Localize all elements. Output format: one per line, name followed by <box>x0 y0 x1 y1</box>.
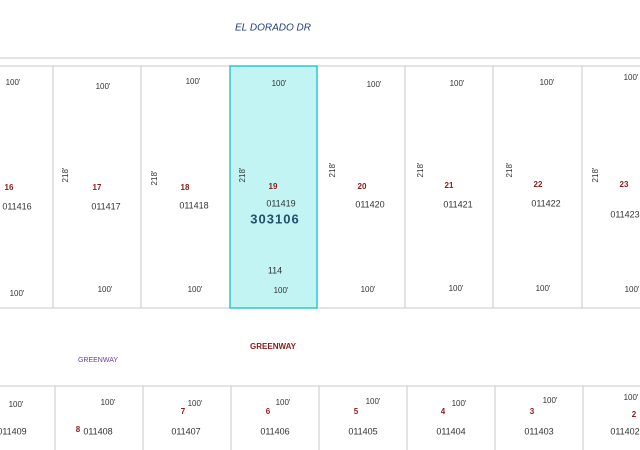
frontage: 100' <box>96 82 111 91</box>
use-code: 114 <box>268 265 282 275</box>
frontage: 100' <box>186 77 201 86</box>
frontage: 100' <box>367 80 382 89</box>
parcel-id: 011404 <box>436 426 465 436</box>
depth: 218' <box>505 162 514 177</box>
lot-number: 16 <box>5 183 14 192</box>
lot-number: 21 <box>445 181 454 190</box>
frontage: 100' <box>274 286 289 295</box>
frontage: 100' <box>624 73 639 82</box>
parcel-id: 011416 <box>2 201 31 211</box>
lot-number: 19 <box>269 182 278 191</box>
lot-number: 22 <box>534 180 543 189</box>
depth: 218' <box>150 170 159 185</box>
frontage: 100' <box>98 285 113 294</box>
frontage: 100' <box>276 398 291 407</box>
frontage: 100' <box>540 78 555 87</box>
street-label: GREENWAY <box>78 357 118 364</box>
lot-number: 8 <box>76 425 81 434</box>
parcel-id: 011418 <box>179 200 208 210</box>
account-number: 303106 <box>250 211 299 226</box>
parcel-id: 011407 <box>171 426 200 436</box>
frontage: 100' <box>9 400 24 409</box>
frontage: 100' <box>449 284 464 293</box>
frontage: 100' <box>450 79 465 88</box>
parcel-id: 011408 <box>83 426 112 436</box>
depth: 218' <box>61 167 70 182</box>
lot-number: 23 <box>620 180 629 189</box>
parcel-id: 011402 <box>610 426 639 436</box>
frontage: 100' <box>361 285 376 294</box>
frontage: 100' <box>543 396 558 405</box>
parcel-id: 011406 <box>260 426 289 436</box>
frontage: 100' <box>366 397 381 406</box>
frontage: 100' <box>624 393 639 402</box>
parcel-id: 011422 <box>531 198 560 208</box>
lot-number: 20 <box>358 182 367 191</box>
selected-lot[interactable] <box>229 65 318 309</box>
frontage: 100' <box>10 289 25 298</box>
frontage: 100' <box>452 399 467 408</box>
street-label: GREENWAY <box>250 342 297 351</box>
parcel-id: 011421 <box>443 199 472 209</box>
parcel-id: 011403 <box>524 426 553 436</box>
frontage: 100' <box>272 79 287 88</box>
depth: 218' <box>591 167 600 182</box>
frontage: 100' <box>536 284 551 293</box>
depth: 218' <box>328 162 337 177</box>
frontage: 100' <box>188 285 203 294</box>
lot-number: 5 <box>354 407 359 416</box>
parcel-id: 011420 <box>355 199 384 209</box>
frontage: 100' <box>101 398 116 407</box>
frontage: 100' <box>6 78 21 87</box>
parcel-id: 011423 <box>610 209 639 219</box>
parcel-id: 011409 <box>0 426 27 436</box>
depth: 218' <box>238 167 247 182</box>
lot-number: 18 <box>181 183 190 192</box>
lot-number: 6 <box>266 407 271 416</box>
lot-number: 17 <box>93 183 102 192</box>
parcel-id: 011419 <box>266 198 295 208</box>
lot-number: 4 <box>441 407 446 416</box>
lot-number: 3 <box>530 407 535 416</box>
frontage: 100' <box>625 285 640 294</box>
street-label: EL DORADO DR <box>235 23 311 34</box>
lot-number: 7 <box>181 407 186 416</box>
frontage: 100' <box>188 399 203 408</box>
lot-number: 2 <box>632 410 637 419</box>
parcel-id: 011417 <box>91 201 120 211</box>
depth: 218' <box>416 162 425 177</box>
parcel-id: 011405 <box>348 426 377 436</box>
